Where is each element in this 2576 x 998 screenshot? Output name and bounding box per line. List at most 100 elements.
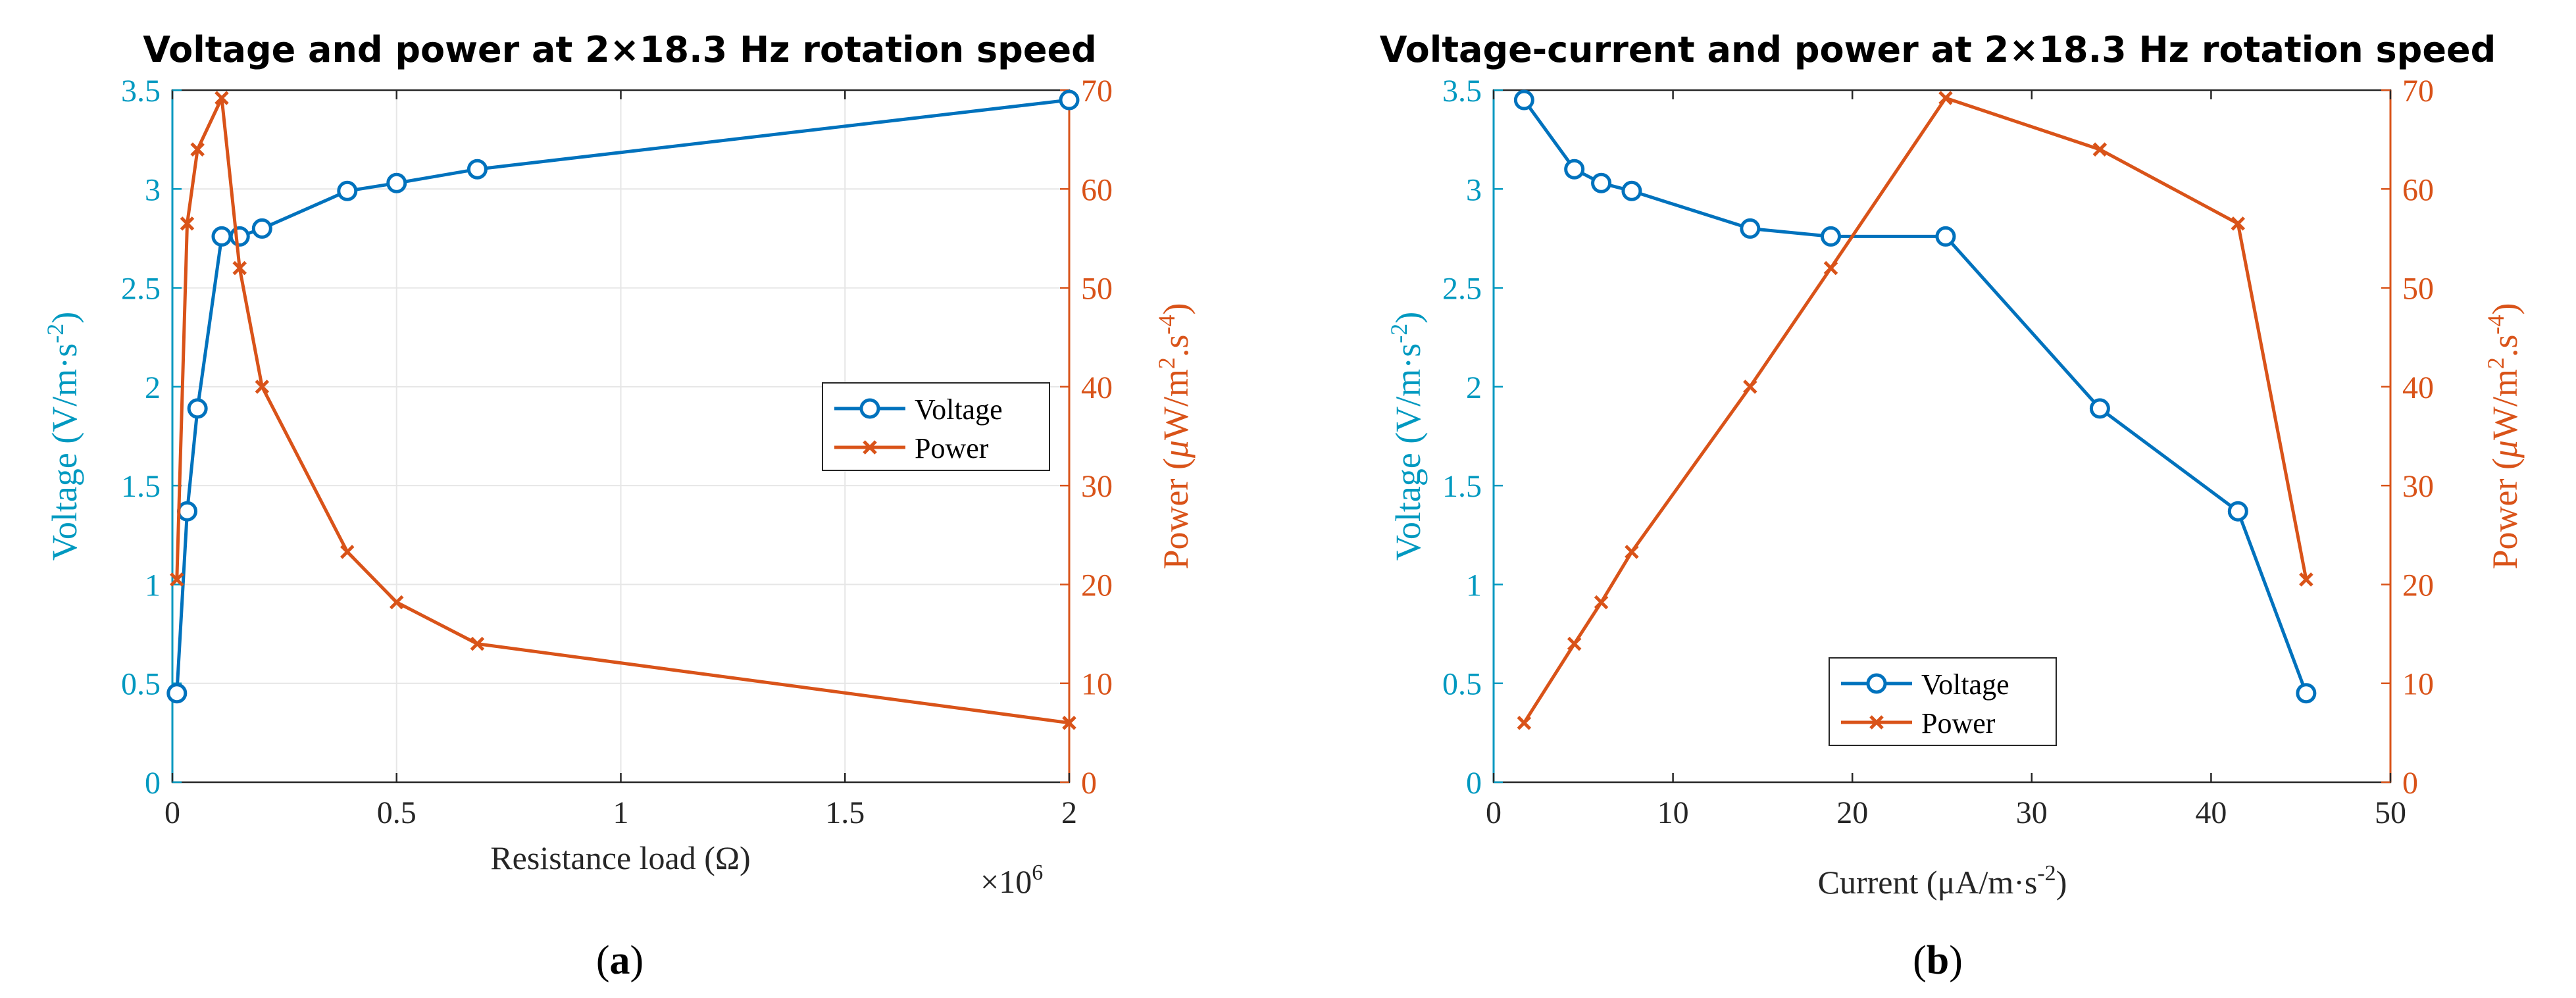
chart-a-right-tick-label: 0 bbox=[1081, 766, 1097, 801]
chart-a-voltage-point bbox=[187, 398, 208, 419]
chart-b-voltage-point bbox=[1564, 159, 1585, 180]
chart-b-legend-power-marker bbox=[1869, 715, 1884, 730]
chart-b-power-point bbox=[1594, 595, 1609, 610]
chart-b-voltage-point bbox=[1820, 226, 1841, 247]
chart-b-series bbox=[1513, 89, 2317, 730]
chart-a-voltage-point bbox=[1059, 89, 1080, 111]
chart-a-power-point bbox=[340, 545, 355, 559]
chart-a-voltage-point bbox=[176, 501, 197, 522]
chart-a-legend-power-marker bbox=[863, 440, 877, 455]
chart-b-voltage-point bbox=[1935, 226, 1956, 247]
chart-b-left-tick-label: 3.5 bbox=[1442, 74, 1482, 109]
chart-a-voltage-point bbox=[211, 226, 232, 247]
chart-a-series bbox=[166, 89, 1080, 730]
chart-b-voltage-line bbox=[1523, 99, 2308, 694]
chart-a-left-axis-label: Voltage (V/m·s-2) bbox=[42, 312, 84, 561]
chart-a-right-axis-label: Power (μW/m2.s-4) bbox=[1153, 303, 1196, 569]
chart-b-right-tick-label: 10 bbox=[2402, 667, 2434, 702]
chart-a-right-tick-label: 10 bbox=[1081, 667, 1113, 702]
chart-b-right-tick-label: 40 bbox=[2402, 370, 2434, 405]
chart-b-legend-box bbox=[1829, 657, 2057, 746]
chart-a-right-tick-label: 40 bbox=[1081, 370, 1113, 405]
chart-b-voltage-point bbox=[1513, 89, 1534, 111]
chart-b-x-tick-label: 20 bbox=[1836, 795, 1868, 830]
chart-panel-a: Voltage and power at 2×18.3 Hz rotation … bbox=[42, 29, 1196, 983]
chart-b-right-tick-labels: 0 10 20 30 40 50 60 70 bbox=[2402, 74, 2434, 801]
chart-a-left-tick-labels: 0 0.5 1 1.5 2 2.5 3 3.5 bbox=[121, 74, 161, 801]
chart-a-x-tick-label: 0.5 bbox=[377, 795, 417, 830]
chart-b-ticks bbox=[1492, 89, 2392, 784]
chart-a-power-point bbox=[255, 380, 270, 394]
chart-b-power-point bbox=[1517, 716, 1532, 730]
chart-a-left-tick-label: 3 bbox=[145, 172, 161, 207]
chart-b-right-tick-label: 70 bbox=[2402, 74, 2434, 109]
chart-b-x-tick-label: 50 bbox=[2375, 795, 2406, 830]
chart-a-legend-power-label: Power bbox=[915, 432, 989, 464]
chart-a-left-tick-label: 2.5 bbox=[121, 272, 161, 307]
chart-a-right-tick-label: 20 bbox=[1081, 568, 1113, 603]
chart-b-title: Voltage-current and power at 2×18.3 Hz r… bbox=[1380, 29, 2496, 70]
chart-a-right-tick-label: 30 bbox=[1081, 469, 1113, 504]
chart-b-power-line bbox=[1523, 96, 2308, 724]
chart-a-x-tick-label: 1 bbox=[613, 795, 629, 830]
chart-b-right-tick-label: 50 bbox=[2402, 272, 2434, 307]
chart-a-power-line bbox=[175, 96, 1070, 725]
chart-a-right-tick-label: 70 bbox=[1081, 74, 1113, 109]
chart-b-left-tick-label: 2 bbox=[1466, 370, 1482, 405]
chart-a-power-point bbox=[232, 261, 247, 276]
chart-b-power-point bbox=[1625, 545, 1639, 559]
chart-a-left-tick-label: 0.5 bbox=[121, 667, 161, 702]
chart-a-power-point bbox=[180, 216, 195, 231]
chart-b-voltage-point bbox=[2089, 398, 2110, 419]
chart-a-voltage-point bbox=[386, 172, 407, 193]
chart-b-left-tick-label: 1 bbox=[1466, 568, 1482, 603]
chart-a-ticks bbox=[171, 89, 1071, 784]
chart-a-title: Voltage and power at 2×18.3 Hz rotation … bbox=[143, 29, 1096, 70]
chart-a-power-point bbox=[470, 636, 485, 651]
chart-a-legend: Voltage Power bbox=[822, 382, 1050, 471]
chart-b-voltage-point bbox=[1591, 172, 1612, 193]
chart-a-x-tick-label: 2 bbox=[1061, 795, 1077, 830]
chart-a-voltage-point bbox=[251, 218, 272, 239]
chart-a-legend-voltage-marker bbox=[859, 398, 880, 419]
chart-b-power-point bbox=[1567, 636, 1582, 651]
chart-a-x-tick-labels: 0 0.5 1 1.5 2 bbox=[164, 795, 1077, 830]
chart-a-voltage-point bbox=[166, 683, 188, 704]
chart-b-left-tick-label: 2.5 bbox=[1442, 272, 1482, 307]
chart-b-voltage-point bbox=[1740, 218, 1761, 239]
chart-b-power-point bbox=[1743, 380, 1757, 394]
chart-a-left-tick-label: 2 bbox=[145, 370, 161, 405]
chart-a-x-tick-label: 1.5 bbox=[825, 795, 865, 830]
chart-b-voltage-point bbox=[1621, 180, 1642, 201]
chart-b-x-tick-label: 40 bbox=[2195, 795, 2227, 830]
chart-a-power-point bbox=[389, 595, 404, 610]
chart-b-x-tick-label: 30 bbox=[2016, 795, 2048, 830]
chart-b-power-point bbox=[1823, 261, 1838, 276]
chart-b-power-point bbox=[2092, 142, 2108, 157]
chart-b-left-tick-label: 3 bbox=[1466, 172, 1482, 207]
chart-b-x-tick-label: 0 bbox=[1486, 795, 1502, 830]
chart-a-voltage-point bbox=[229, 226, 250, 247]
chart-a-voltage-point bbox=[337, 180, 358, 201]
chart-a-power-point bbox=[215, 91, 229, 105]
chart-a-voltage-point bbox=[467, 159, 488, 180]
chart-b-power-point bbox=[1938, 91, 1953, 105]
chart-b-right-axis-label: Power (μW/m2.s-4) bbox=[2483, 303, 2525, 569]
chart-a-x-tick-label: 0 bbox=[164, 795, 180, 830]
chart-a-left-tick-label: 1 bbox=[145, 568, 161, 603]
chart-b-right-tick-label: 30 bbox=[2402, 469, 2434, 504]
chart-b-x-tick-label: 10 bbox=[1657, 795, 1689, 830]
chart-a-left-tick-label: 3.5 bbox=[121, 74, 161, 109]
chart-panel-b: Voltage-current and power at 2×18.3 Hz r… bbox=[1380, 29, 2525, 983]
chart-b-left-tick-label: 0 bbox=[1466, 766, 1482, 801]
chart-a-right-tick-label: 60 bbox=[1081, 172, 1113, 207]
chart-a-left-tick-label: 0 bbox=[145, 766, 161, 801]
chart-b-x-tick-labels: 0 10 20 30 40 50 bbox=[1486, 795, 2406, 830]
chart-a-x-axis-label: Resistance load (Ω) bbox=[490, 839, 750, 876]
chart-b-legend-power-label: Power bbox=[1921, 707, 1996, 739]
chart-a-legend-box bbox=[822, 382, 1050, 471]
chart-b-power-point bbox=[2231, 216, 2246, 231]
chart-b-voltage-point bbox=[2296, 683, 2317, 704]
chart-b-power-point bbox=[2299, 572, 2313, 587]
